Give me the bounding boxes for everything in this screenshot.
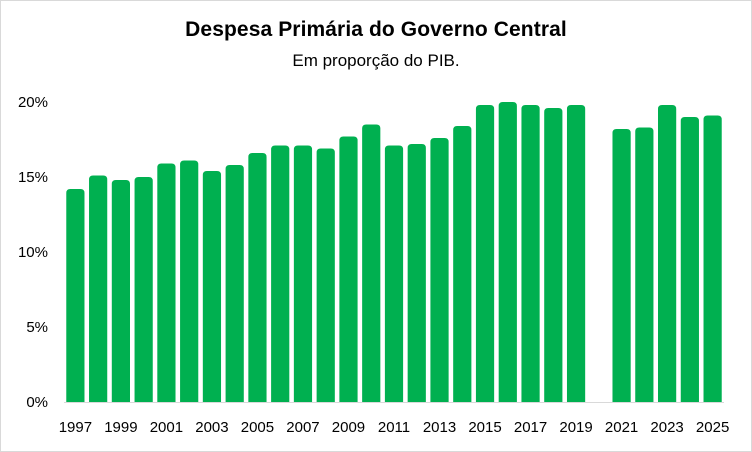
- bar-2008: [316, 148, 335, 402]
- x-tick-label: 2011: [378, 419, 410, 436]
- bar-2016: [498, 102, 517, 402]
- bar-2000: [134, 177, 153, 402]
- bar-1998: [89, 175, 108, 402]
- bar-2004: [225, 165, 244, 402]
- bar-2021: [612, 129, 631, 402]
- bar-2005: [248, 153, 267, 402]
- bar-2012: [407, 144, 426, 402]
- y-tick-label: 5%: [26, 319, 48, 336]
- bar-2009: [339, 136, 358, 402]
- x-tick-label: 1999: [104, 419, 137, 436]
- bar-2010: [362, 124, 381, 402]
- x-tick-label: 2001: [150, 419, 183, 436]
- x-tick-label: 2019: [559, 419, 592, 436]
- bar-2023: [658, 105, 677, 402]
- bar-2014: [453, 126, 472, 402]
- x-tick-label: 2003: [195, 419, 228, 436]
- bar-2017: [521, 105, 540, 402]
- bar-2007: [293, 145, 313, 402]
- bar-2022: [635, 127, 654, 402]
- chart-title: Despesa Primária do Governo Central: [185, 18, 567, 41]
- bar-2018: [544, 108, 563, 402]
- x-tick-label: 2023: [650, 419, 683, 436]
- bar-1997: [66, 189, 85, 402]
- chart-subtitle: Em proporção do PIB.: [292, 51, 460, 70]
- bar-2003: [202, 171, 222, 402]
- x-tick-label: 2025: [696, 419, 729, 436]
- x-tick-label: 2009: [332, 419, 365, 436]
- y-tick-label: 20%: [18, 94, 48, 111]
- x-tick-label: 2017: [514, 419, 547, 436]
- x-tick-label: 2021: [605, 419, 638, 436]
- x-tick-label: 2015: [468, 419, 501, 436]
- bar-2019: [566, 105, 586, 402]
- x-tick-label: 2013: [423, 419, 456, 436]
- x-tick-label: 1997: [59, 419, 92, 436]
- y-tick-label: 15%: [18, 169, 48, 186]
- bar-2025: [703, 115, 722, 402]
- bar-2006: [271, 145, 290, 402]
- bar-2024: [680, 117, 699, 402]
- y-tick-label: 10%: [18, 244, 48, 261]
- bar-2015: [475, 105, 495, 402]
- bar-2011: [384, 145, 404, 402]
- bar-2002: [180, 160, 199, 402]
- y-tick-label: 0%: [26, 394, 48, 411]
- x-tick-label: 2007: [286, 419, 319, 436]
- bar-2013: [430, 138, 449, 402]
- x-tick-label: 2005: [241, 419, 274, 436]
- bar-2001: [157, 163, 176, 402]
- bar-1999: [111, 180, 130, 402]
